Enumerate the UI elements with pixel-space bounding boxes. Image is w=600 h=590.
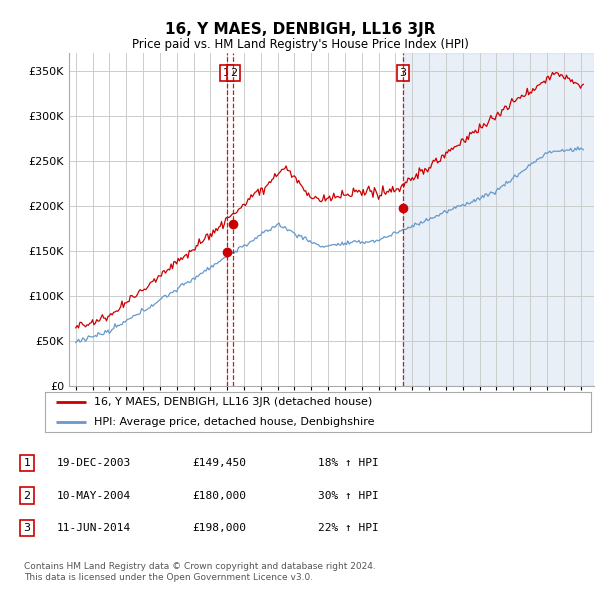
Text: 22% ↑ HPI: 22% ↑ HPI xyxy=(318,523,379,533)
Text: £180,000: £180,000 xyxy=(192,491,246,500)
Text: 11-JUN-2014: 11-JUN-2014 xyxy=(57,523,131,533)
Text: Price paid vs. HM Land Registry's House Price Index (HPI): Price paid vs. HM Land Registry's House … xyxy=(131,38,469,51)
Text: 1: 1 xyxy=(23,458,31,468)
Text: 16, Y MAES, DENBIGH, LL16 3JR (detached house): 16, Y MAES, DENBIGH, LL16 3JR (detached … xyxy=(94,397,373,407)
Text: 3: 3 xyxy=(23,523,31,533)
Text: 16, Y MAES, DENBIGH, LL16 3JR: 16, Y MAES, DENBIGH, LL16 3JR xyxy=(165,22,435,37)
Text: 3: 3 xyxy=(400,68,406,78)
Text: 10-MAY-2004: 10-MAY-2004 xyxy=(57,491,131,500)
Text: £198,000: £198,000 xyxy=(192,523,246,533)
Text: 2: 2 xyxy=(230,68,237,78)
Text: 30% ↑ HPI: 30% ↑ HPI xyxy=(318,491,379,500)
Text: HPI: Average price, detached house, Denbighshire: HPI: Average price, detached house, Denb… xyxy=(94,417,374,427)
Bar xyxy=(403,53,594,386)
Text: 19-DEC-2003: 19-DEC-2003 xyxy=(57,458,131,468)
Text: 1: 1 xyxy=(223,68,230,78)
Text: 18% ↑ HPI: 18% ↑ HPI xyxy=(318,458,379,468)
Text: £149,450: £149,450 xyxy=(192,458,246,468)
Text: Contains HM Land Registry data © Crown copyright and database right 2024.
This d: Contains HM Land Registry data © Crown c… xyxy=(24,562,376,582)
Text: 2: 2 xyxy=(23,491,31,500)
